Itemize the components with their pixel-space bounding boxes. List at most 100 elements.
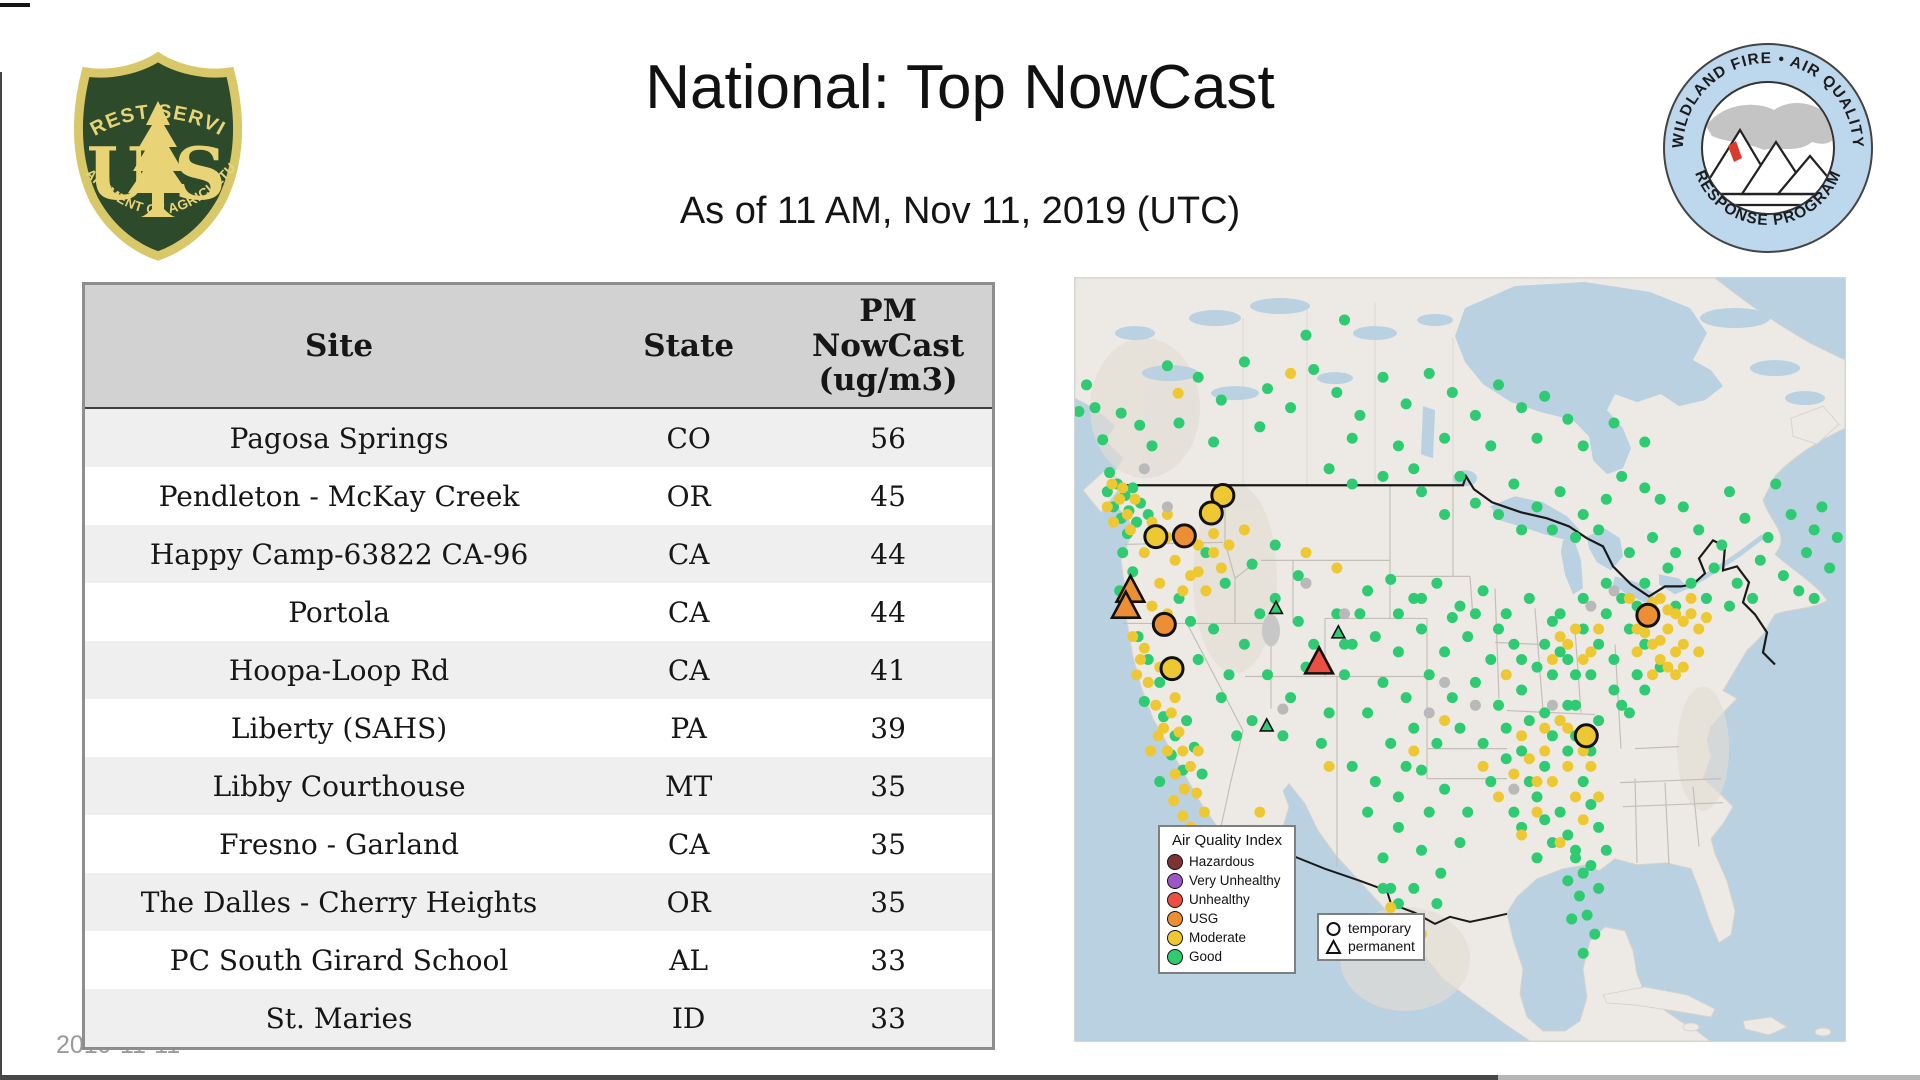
good-sites-dot bbox=[1577, 623, 1589, 635]
moderate-sites-dot bbox=[1631, 646, 1643, 658]
good-sites-dot bbox=[1238, 356, 1250, 368]
moderate-sites-dot bbox=[1677, 661, 1689, 673]
good-sites-dot bbox=[1354, 409, 1366, 421]
moderate-sites-dot bbox=[1531, 806, 1543, 818]
moderate-sites-dot bbox=[1135, 653, 1146, 666]
good-sites-dot bbox=[1339, 314, 1350, 326]
aqi-legend-label: Good bbox=[1189, 948, 1223, 964]
moderate-sites-dot bbox=[1593, 623, 1605, 635]
moderate-sites-dot bbox=[1654, 653, 1666, 666]
good-sites-dot bbox=[1485, 653, 1497, 666]
moderate-sites-dot bbox=[1539, 745, 1551, 757]
cell-state: CA bbox=[593, 815, 785, 873]
cell-pm: 44 bbox=[784, 525, 994, 583]
good-sites-dot bbox=[1539, 707, 1551, 719]
moderate-sites-dot bbox=[1106, 478, 1118, 490]
good-sites-dot bbox=[1573, 890, 1585, 902]
inactive-sites-dot bbox=[1585, 600, 1597, 612]
good-sites-dot bbox=[1089, 402, 1101, 414]
st-lawrence-river bbox=[1687, 534, 1765, 589]
moderate-sites-dot bbox=[1101, 501, 1113, 513]
moderate-sites-dot bbox=[1700, 612, 1712, 624]
good-sites-dot bbox=[1154, 676, 1166, 688]
good-sites-dot bbox=[1454, 600, 1466, 612]
cell-pm: 33 bbox=[784, 989, 994, 1049]
moderate-sites-dot bbox=[1554, 837, 1566, 849]
good-sites-dot bbox=[1546, 615, 1558, 627]
marker-legend-item: temporary bbox=[1325, 920, 1417, 937]
moderate-sites-dot bbox=[1677, 615, 1689, 627]
good-sites-dot bbox=[1416, 592, 1427, 604]
good-sites-dot bbox=[1562, 829, 1574, 841]
good-sites-dot bbox=[1493, 623, 1504, 635]
aqi-legend-item: Hazardous bbox=[1167, 854, 1287, 870]
moderate-sites-dot bbox=[1145, 745, 1156, 757]
cell-pm: 56 bbox=[784, 408, 994, 467]
good-sites-dot bbox=[1516, 524, 1528, 536]
moderate-sites-dot bbox=[1577, 653, 1589, 666]
good-sites-dot bbox=[1724, 486, 1735, 498]
good-sites-dot bbox=[1385, 882, 1397, 894]
good-sites-dot bbox=[1323, 463, 1335, 475]
moderate-sites-dot bbox=[1173, 726, 1185, 738]
permanent-monitor-marker bbox=[1303, 644, 1336, 675]
moderate-sites-dot bbox=[1546, 653, 1558, 666]
good-sites-dot bbox=[1308, 638, 1320, 650]
moderate-sites-dot bbox=[1215, 562, 1227, 574]
good-sites-dot bbox=[1531, 661, 1543, 673]
monitor-dots-layer bbox=[1075, 314, 1843, 959]
good-sites-dot bbox=[1369, 631, 1381, 643]
moderate-sites-dot bbox=[1593, 791, 1605, 803]
moderate-sites-dot bbox=[1124, 524, 1136, 536]
moderate-sites-dot bbox=[1150, 699, 1162, 711]
inactive-sites-dot bbox=[1608, 585, 1620, 597]
good-sites-dot bbox=[1339, 669, 1350, 681]
moderate-sites-dot bbox=[1191, 787, 1203, 799]
good-sites-dot bbox=[1392, 440, 1404, 452]
good-sites-dot bbox=[1300, 329, 1312, 341]
cell-site: Portola bbox=[83, 583, 594, 641]
moderate-sites-dot bbox=[1570, 623, 1581, 635]
marker-legend-label: temporary bbox=[1348, 920, 1412, 937]
good-sites-dot bbox=[1600, 577, 1612, 589]
good-sites-dot bbox=[1196, 768, 1208, 780]
good-sites-dot bbox=[1285, 402, 1297, 414]
moderate-sites-dot bbox=[1146, 600, 1158, 612]
cell-state: CA bbox=[593, 525, 785, 583]
good-sites-dot bbox=[1493, 379, 1504, 391]
map-province-lines bbox=[1242, 302, 1454, 486]
moderate-sites-dot bbox=[1127, 631, 1139, 643]
good-sites-dot bbox=[1539, 390, 1551, 402]
good-sites-dot bbox=[1554, 806, 1566, 818]
aqi-legend-label: Unhealthy bbox=[1189, 891, 1250, 907]
good-sites-dot bbox=[1400, 760, 1412, 772]
aqi-legend-item: Very Unhealthy bbox=[1167, 873, 1287, 889]
inactive-sites-dot bbox=[1423, 707, 1435, 719]
good-sites-dot bbox=[1469, 497, 1481, 509]
good-sites-dot bbox=[1700, 592, 1712, 604]
good-sites-dot bbox=[1639, 638, 1651, 650]
good-sites-dot bbox=[1639, 436, 1651, 448]
good-sites-dot bbox=[1439, 783, 1451, 795]
newfoundland bbox=[1790, 405, 1840, 445]
good-sites-dot bbox=[1292, 570, 1304, 582]
jamaica bbox=[1682, 1022, 1700, 1032]
good-sites-dot bbox=[1454, 470, 1466, 482]
good-sites-dot bbox=[1531, 852, 1543, 864]
good-sites-dot bbox=[1589, 928, 1601, 940]
cell-state: OR bbox=[593, 873, 785, 931]
good-sites-dot bbox=[1392, 791, 1404, 803]
good-sites-dot bbox=[1570, 699, 1581, 711]
slide-progress-bar-rest bbox=[1498, 1075, 1920, 1080]
moderate-sites-dot bbox=[1531, 776, 1543, 788]
aqi-color-swatch bbox=[1167, 949, 1183, 965]
inactive-sites-dot bbox=[1546, 699, 1558, 711]
moderate-sites-dot bbox=[1300, 547, 1312, 559]
good-sites-dot bbox=[1369, 776, 1381, 788]
good-sites-dot bbox=[1127, 566, 1139, 578]
good-sites-dot bbox=[1485, 440, 1497, 452]
aqi-map: Air Quality Index Hazardous Very Unhealth… bbox=[1074, 277, 1846, 1042]
good-sites-dot bbox=[1408, 722, 1420, 734]
good-sites-dot bbox=[1454, 837, 1466, 849]
table-row: PC South Girard School AL 33 bbox=[83, 931, 994, 989]
